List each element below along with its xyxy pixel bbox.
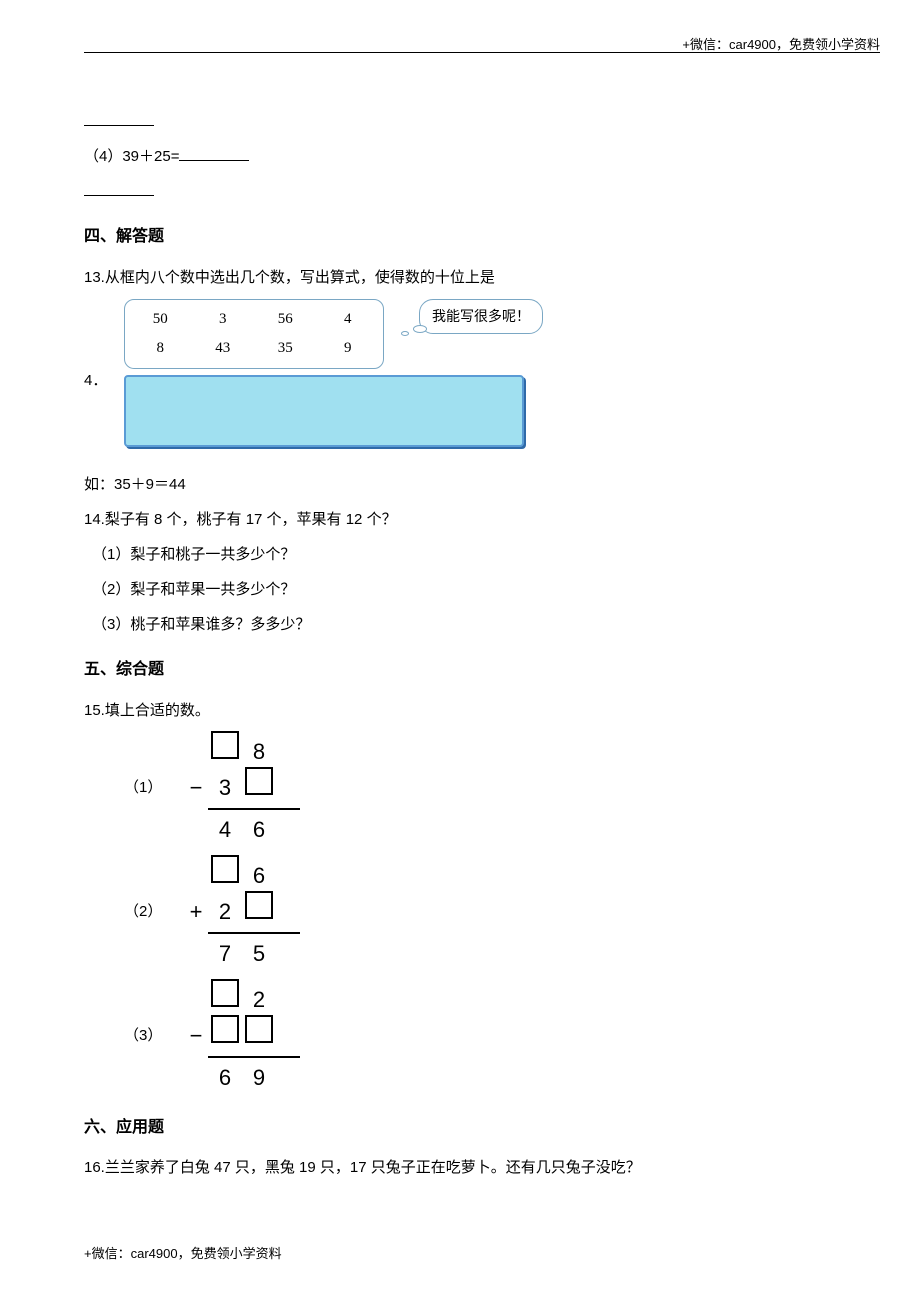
bubble-tail-1	[413, 325, 427, 333]
digit: 3	[208, 768, 242, 808]
figure-body: 50 3 56 4 8 43 35 9 我能写很多呢！	[124, 299, 534, 447]
sub-label-3: （3）	[124, 1022, 184, 1049]
answer-box	[124, 375, 524, 447]
speech-bubble-group: 我能写很多呢！	[419, 299, 543, 334]
op-plus: +	[184, 892, 208, 932]
question-13-figure: 4． 50 3 56 4 8 43 35 9 我能写很多呢！	[84, 299, 836, 447]
op-minus: −	[184, 1016, 208, 1056]
content: （4）39＋25= 四、解答题 13.从框内八个数中选出几个数，写出算式，使得数…	[84, 30, 836, 1181]
digit: 6	[208, 1058, 242, 1098]
digit: 2	[208, 892, 242, 932]
question-12-4: （4）39＋25=	[84, 143, 836, 170]
question-13-stem: 13.从框内八个数中选出几个数，写出算式，使得数的十位上是	[84, 264, 836, 291]
section-6-heading: 六、应用题	[84, 1114, 836, 1143]
question-14-3: （3）桃子和苹果谁多？多多少？	[84, 611, 836, 638]
question-15-stem: 15.填上合适的数。	[84, 697, 836, 724]
sub-label-1: （1）	[124, 774, 184, 801]
num-cell: 9	[327, 335, 370, 362]
vertical-math-3: 2 （3） − 6 9	[124, 982, 836, 1096]
digit: 5	[242, 934, 276, 974]
digit: 6	[242, 856, 276, 896]
sub-label-2: （2）	[124, 898, 184, 925]
digit: 7	[208, 934, 242, 974]
digit: 9	[242, 1058, 276, 1098]
op-minus: −	[184, 768, 208, 808]
speech-bubble: 我能写很多呢！	[419, 299, 543, 334]
digit: 8	[242, 732, 276, 772]
page: +微信：car4900，免费领小学资料 （4）39＋25= 四、解答题 13.从…	[0, 0, 920, 1302]
digit: 4	[208, 810, 242, 850]
digit: 6	[242, 810, 276, 850]
blank-box	[245, 891, 273, 919]
num-cell: 35	[264, 335, 307, 362]
num-cell: 8	[139, 335, 182, 362]
footer-text: +微信：car4900，免费领小学资料	[84, 1243, 282, 1262]
section-5-heading: 五、综合题	[84, 656, 836, 685]
bubble-tail-2	[401, 331, 409, 336]
digit: 2	[242, 980, 276, 1020]
header-text: +微信：car4900，免费领小学资料	[682, 34, 880, 53]
blank-line-2	[84, 178, 836, 205]
num-cell: 4	[327, 306, 370, 333]
blank-line-1	[84, 108, 836, 135]
num-cell: 56	[264, 306, 307, 333]
num-cell: 43	[202, 335, 245, 362]
blank-box	[211, 731, 239, 759]
num-cell: 3	[202, 306, 245, 333]
header-rule	[84, 52, 880, 53]
question-14-1: （1）梨子和桃子一共多少个？	[84, 541, 836, 568]
question-14-2: （2）梨子和苹果一共多少个？	[84, 576, 836, 603]
q4-blank	[179, 147, 249, 161]
blank-box	[211, 1015, 239, 1043]
blank-box	[211, 855, 239, 883]
number-box: 50 3 56 4 8 43 35 9	[124, 299, 384, 369]
question-16: 16.兰兰家养了白兔 47 只，黑兔 19 只，17 只兔子正在吃萝卜。还有几只…	[84, 1154, 836, 1181]
blank-box	[245, 767, 273, 795]
num-cell: 50	[139, 306, 182, 333]
q4-text: （4）39＋25=	[84, 148, 179, 165]
question-14-stem: 14.梨子有 8 个，桃子有 17 个，苹果有 12 个？	[84, 506, 836, 533]
blank-box	[211, 979, 239, 1007]
figure-label-4: 4．	[84, 299, 124, 394]
vertical-math-1: 8 （1） − 3 4 6	[124, 734, 836, 848]
question-13-example: 如：35＋9＝44	[84, 471, 836, 498]
section-4-heading: 四、解答题	[84, 223, 836, 252]
blank-box	[245, 1015, 273, 1043]
vertical-math-2: 6 （2） + 2 7 5	[124, 858, 836, 972]
